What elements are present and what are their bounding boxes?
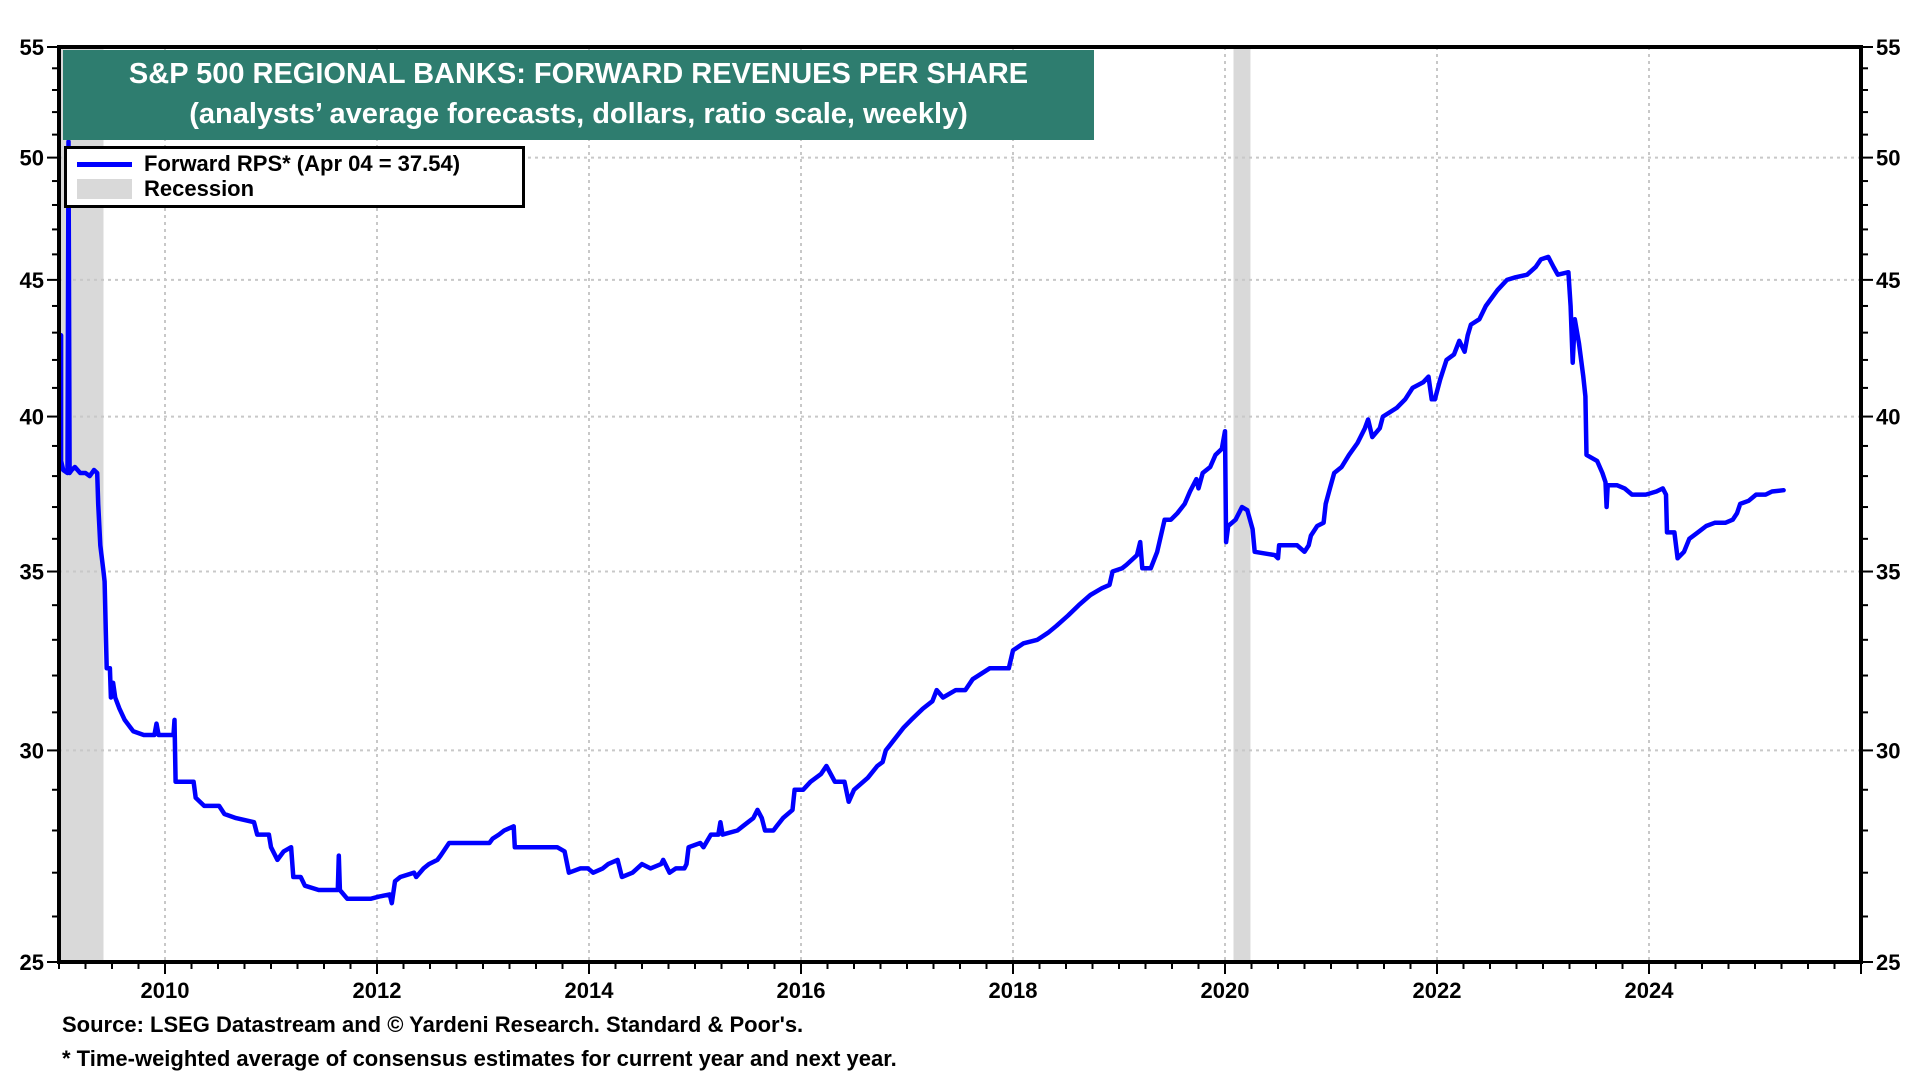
series-layer	[58, 139, 1786, 906]
legend-line-swatch	[77, 161, 132, 167]
chart-title: S&P 500 REGIONAL BANKS: FORWARD REVENUES…	[128, 58, 1029, 90]
y-tick-label-left: 50	[20, 146, 44, 171]
y-tick-label-left: 45	[20, 268, 44, 293]
y-tick-label-left: 25	[20, 950, 44, 975]
x-tick-label: 2022	[1413, 978, 1462, 1003]
legend-band-swatch	[77, 179, 132, 199]
legend: Forward RPS* (Apr 04 = 37.54) Recession	[64, 146, 525, 208]
y-tick-label-right: 45	[1876, 268, 1900, 293]
tick-labels: 25 25 30 30 35 35 40 40 45 45 50 50 55 55 2010 2012 2014…	[20, 35, 1901, 1003]
legend-item-forward-rps: Forward RPS* (Apr 04 = 37.54)	[77, 151, 460, 177]
y-tick-label-right: 30	[1876, 738, 1900, 763]
x-tick-label: 2012	[353, 978, 402, 1003]
y-tick-label-left: 40	[20, 405, 44, 430]
y-tick-label-right: 50	[1876, 146, 1900, 171]
x-tick-label: 2016	[777, 978, 826, 1003]
source-note: Source: LSEG Datastream and © Yardeni Re…	[62, 1012, 804, 1037]
chart-subtitle: (analysts’ average forecasts, dollars, r…	[189, 98, 968, 130]
y-tick-label-right: 25	[1876, 950, 1900, 975]
legend-item-recession: Recession	[77, 176, 254, 202]
x-tick-label: 2020	[1201, 978, 1250, 1003]
y-tick-label-left: 55	[20, 35, 44, 60]
x-tick-label: 2018	[989, 978, 1038, 1003]
recession-band	[1233, 47, 1251, 962]
x-tick-label: 2014	[565, 978, 615, 1003]
axis-ticks	[47, 46, 1873, 974]
chart-title-box: S&P 500 REGIONAL BANKS: FORWARD REVENUES…	[63, 50, 1094, 140]
series-line-forward-rps	[58, 139, 1786, 906]
x-tick-label: 2010	[141, 978, 190, 1003]
footnote: * Time-weighted average of consensus est…	[62, 1046, 897, 1071]
y-tick-label-right: 35	[1876, 560, 1900, 585]
x-tick-label: 2024	[1625, 978, 1675, 1003]
legend-label: Forward RPS* (Apr 04 = 37.54)	[144, 151, 461, 176]
y-tick-label-right: 55	[1876, 35, 1900, 60]
legend-label: Recession	[144, 176, 255, 201]
y-tick-label-right: 40	[1876, 405, 1900, 430]
y-tick-label-left: 35	[20, 560, 44, 585]
y-tick-label-left: 30	[20, 738, 44, 763]
